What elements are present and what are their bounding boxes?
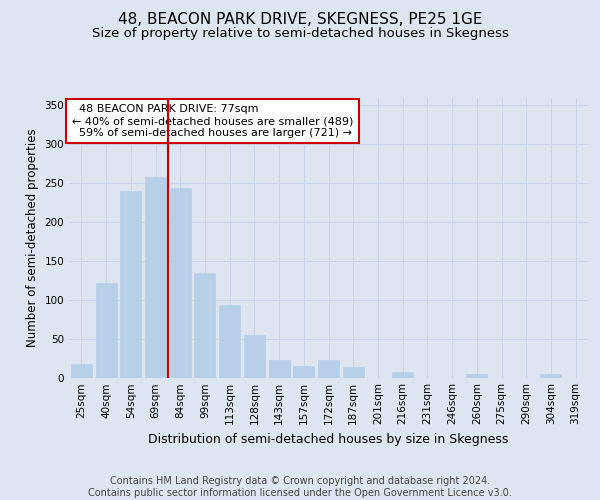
Y-axis label: Number of semi-detached properties: Number of semi-detached properties bbox=[26, 128, 39, 347]
Text: 48 BEACON PARK DRIVE: 77sqm
← 40% of semi-detached houses are smaller (489)
  59: 48 BEACON PARK DRIVE: 77sqm ← 40% of sem… bbox=[71, 104, 353, 138]
Bar bbox=[293, 366, 314, 378]
Bar bbox=[244, 334, 265, 378]
Bar bbox=[71, 364, 92, 378]
Text: 48, BEACON PARK DRIVE, SKEGNESS, PE25 1GE: 48, BEACON PARK DRIVE, SKEGNESS, PE25 1G… bbox=[118, 12, 482, 28]
Bar bbox=[541, 374, 562, 378]
Bar bbox=[170, 188, 191, 378]
Text: Contains HM Land Registry data © Crown copyright and database right 2024.
Contai: Contains HM Land Registry data © Crown c… bbox=[88, 476, 512, 498]
Text: Size of property relative to semi-detached houses in Skegness: Size of property relative to semi-detach… bbox=[92, 28, 508, 40]
Bar bbox=[145, 177, 166, 378]
Bar bbox=[95, 282, 116, 378]
Bar bbox=[318, 360, 339, 378]
Bar bbox=[466, 374, 487, 378]
Bar bbox=[120, 191, 141, 378]
Bar bbox=[343, 366, 364, 378]
Bar bbox=[269, 360, 290, 378]
Bar bbox=[219, 305, 240, 378]
X-axis label: Distribution of semi-detached houses by size in Skegness: Distribution of semi-detached houses by … bbox=[148, 433, 509, 446]
Bar bbox=[392, 372, 413, 378]
Bar bbox=[194, 272, 215, 378]
